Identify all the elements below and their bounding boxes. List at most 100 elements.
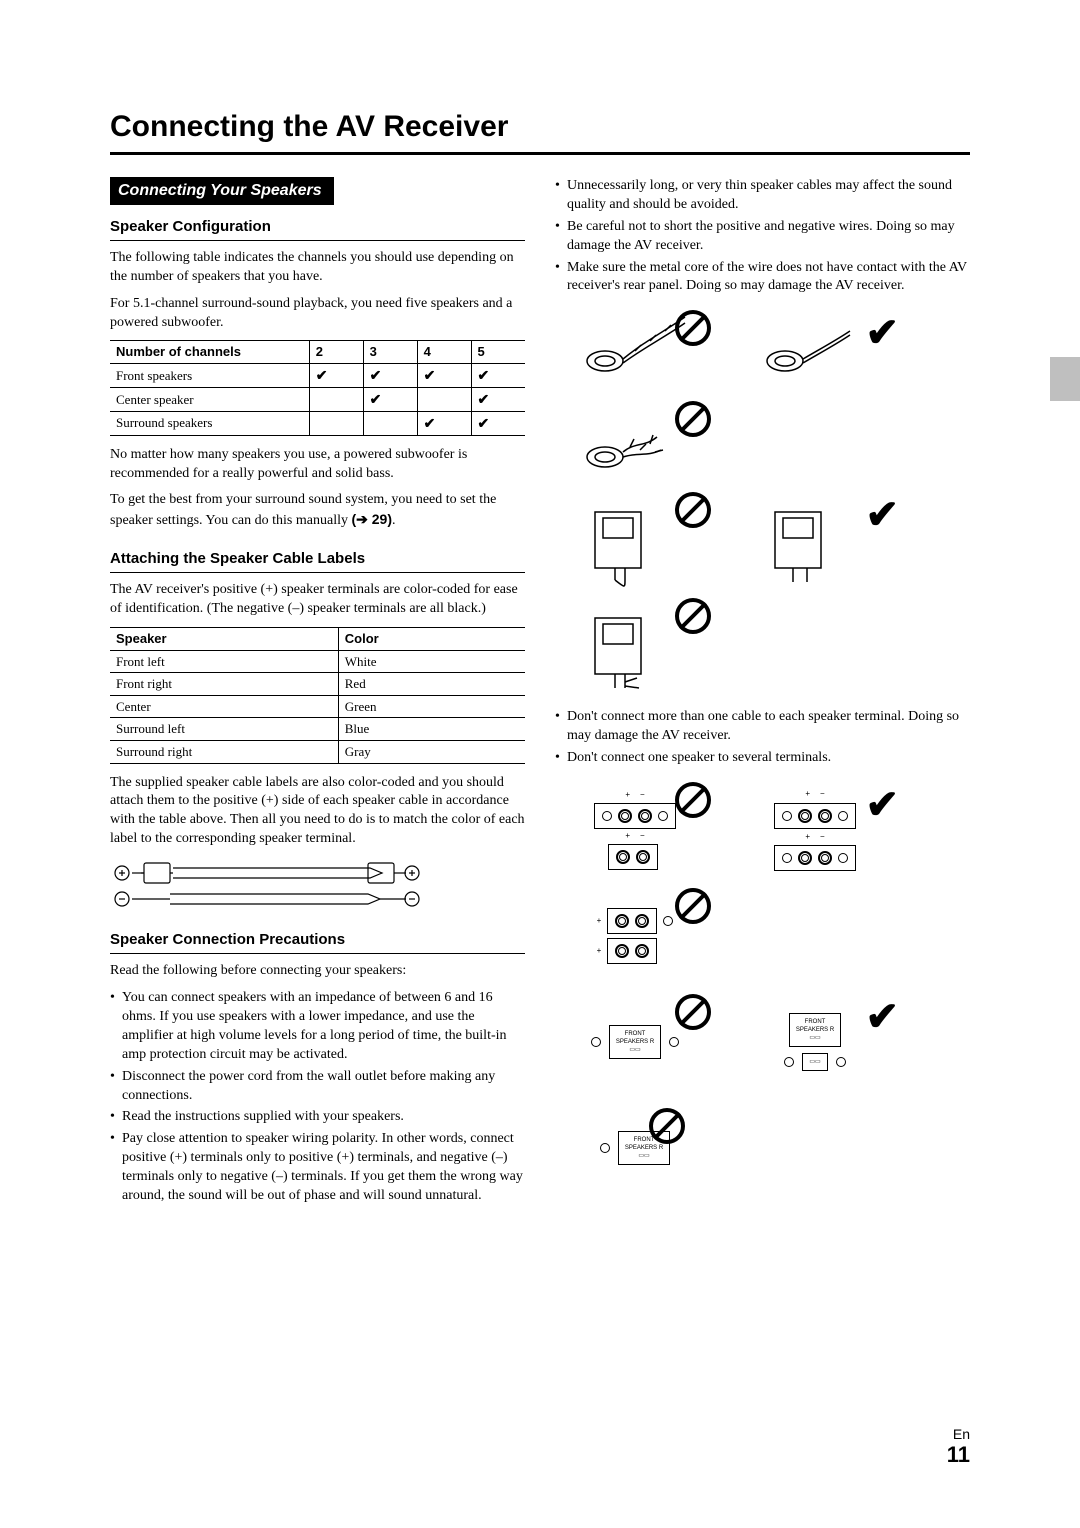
list-item: Don't connect more than one cable to eac… <box>555 708 970 746</box>
illus-spring-ok: ✔ <box>735 490 895 590</box>
th: 3 <box>363 341 417 364</box>
prohibit-icon <box>675 782 711 818</box>
td-cell: ✔ <box>417 363 471 387</box>
td-cell: ✔ <box>363 363 417 387</box>
td-cell: ✔ <box>363 387 417 411</box>
color-table: Speaker Color Front leftWhite Front righ… <box>110 627 525 763</box>
para-labels-body: The supplied speaker cable labels are al… <box>110 774 525 850</box>
td: White <box>338 650 525 673</box>
table-row: Front rightRed <box>110 673 525 696</box>
illus-twisted-ok: ✔ <box>735 308 895 393</box>
prohibit-icon <box>675 492 711 528</box>
list-item: Pay close attention to speaker wiring po… <box>110 1130 525 1206</box>
td-label: Surround speakers <box>110 411 309 435</box>
th: 5 <box>471 341 525 364</box>
illus-frayed <box>555 399 715 484</box>
list-item: Make sure the metal core of the wire doe… <box>555 259 970 297</box>
check-icon: ✔ <box>865 488 899 542</box>
th: 4 <box>417 341 471 364</box>
left-column: Connecting Your Speakers Speaker Configu… <box>110 177 525 1214</box>
terminal-illustrations: +− +− +− +− ✔ <box>555 780 970 1198</box>
prohibit-icon <box>675 994 711 1030</box>
table-row: CenterGreen <box>110 695 525 718</box>
check-icon: ✔ <box>865 778 899 832</box>
table-row: Center speaker ✔ ✔ <box>110 387 525 411</box>
td-label: Front speakers <box>110 363 309 387</box>
td-cell: ✔ <box>309 363 363 387</box>
illus-one-cable-ok: +− +− ✔ <box>735 780 895 880</box>
table-row: Front leftWhite <box>110 650 525 673</box>
content-columns: Connecting Your Speakers Speaker Configu… <box>110 177 970 1214</box>
para-config-51: For 5.1-channel surround-sound playback,… <box>110 295 525 333</box>
prohibit-icon <box>675 598 711 634</box>
right-column: Unnecessarily long, or very thin speaker… <box>555 177 970 1214</box>
td-cell: ✔ <box>471 363 525 387</box>
illus-twisted-short <box>555 308 715 393</box>
prohibit-icon <box>649 1108 685 1144</box>
prohibit-icon <box>675 888 711 924</box>
check-icon: ✔ <box>865 990 899 1044</box>
td-cell <box>309 387 363 411</box>
para-config-intro: The following table indicates the channe… <box>110 249 525 287</box>
text: . <box>392 513 396 528</box>
td: Red <box>338 673 525 696</box>
page-title: Connecting the AV Receiver <box>110 110 970 155</box>
td: Front left <box>110 650 338 673</box>
para-labels-intro: The AV receiver's positive (+) speaker t… <box>110 581 525 619</box>
list-item: Be careful not to short the positive and… <box>555 218 970 256</box>
section-banner: Connecting Your Speakers <box>110 177 334 205</box>
th: Number of channels <box>110 341 309 364</box>
td-cell: ✔ <box>471 411 525 435</box>
table-header-row: Speaker Color <box>110 628 525 651</box>
page-footer: En 11 <box>947 1426 970 1468</box>
td: Center <box>110 695 338 718</box>
illus-two-cables-wrong: +− +− <box>555 780 715 880</box>
td-cell: ✔ <box>471 387 525 411</box>
td: Green <box>338 695 525 718</box>
channels-table: Number of channels 2 3 4 5 Front speaker… <box>110 340 525 435</box>
th: 2 <box>309 341 363 364</box>
illus-springclip-share-wrong: FRONTSPEAKERS R▭▭ <box>555 1098 715 1198</box>
footer-page-number: 11 <box>947 1442 970 1468</box>
check-icon: ✔ <box>865 306 899 360</box>
precautions-list: You can connect speakers with an impedan… <box>110 989 525 1206</box>
cable-label-diagram <box>110 859 525 916</box>
illus-springclip-ok: FRONTSPEAKERS R▭▭ ▭▭ ✔ <box>735 992 895 1092</box>
list-item: You can connect speakers with an impedan… <box>110 989 525 1065</box>
side-tab <box>1050 357 1080 401</box>
td: Front right <box>110 673 338 696</box>
table-row: Surround leftBlue <box>110 718 525 741</box>
illus-springclip-two-wrong: FRONTSPEAKERS R▭▭ <box>555 992 715 1092</box>
para-settings: To get the best from your surround sound… <box>110 491 525 531</box>
prohibit-icon <box>675 401 711 437</box>
heading-precautions: Speaker Connection Precautions <box>110 930 525 954</box>
td: Blue <box>338 718 525 741</box>
para-precautions-lead: Read the following before connecting you… <box>110 962 525 981</box>
heading-speaker-config: Speaker Configuration <box>110 217 525 241</box>
table-row: Front speakers ✔ ✔ ✔ ✔ <box>110 363 525 387</box>
right-bullets-top: Unnecessarily long, or very thin speaker… <box>555 177 970 296</box>
wire-illustrations: ✔ <box>555 308 970 696</box>
td-label: Center speaker <box>110 387 309 411</box>
list-item: Don't connect one speaker to several ter… <box>555 749 970 768</box>
th: Color <box>338 628 525 651</box>
xref-29: (➔ 29) <box>351 511 392 527</box>
list-item: Read the instructions supplied with your… <box>110 1108 525 1127</box>
td-cell <box>417 387 471 411</box>
heading-labels: Attaching the Speaker Cable Labels <box>110 549 525 573</box>
illus-many-terminals-wrong: + + <box>555 886 715 986</box>
right-bullets-mid: Don't connect more than one cable to eac… <box>555 708 970 768</box>
para-subwoofer: No matter how many speakers you use, a p… <box>110 446 525 484</box>
th: Speaker <box>110 628 338 651</box>
td: Surround left <box>110 718 338 741</box>
prohibit-icon <box>675 310 711 346</box>
td-cell <box>363 411 417 435</box>
table-row: Surround speakers ✔ ✔ <box>110 411 525 435</box>
illus-spring-short <box>555 490 715 590</box>
td: Surround right <box>110 740 338 763</box>
td-cell <box>309 411 363 435</box>
table-header-row: Number of channels 2 3 4 5 <box>110 341 525 364</box>
table-row: Surround rightGray <box>110 740 525 763</box>
list-item: Unnecessarily long, or very thin speaker… <box>555 177 970 215</box>
text: To get the best from your surround sound… <box>110 492 496 528</box>
